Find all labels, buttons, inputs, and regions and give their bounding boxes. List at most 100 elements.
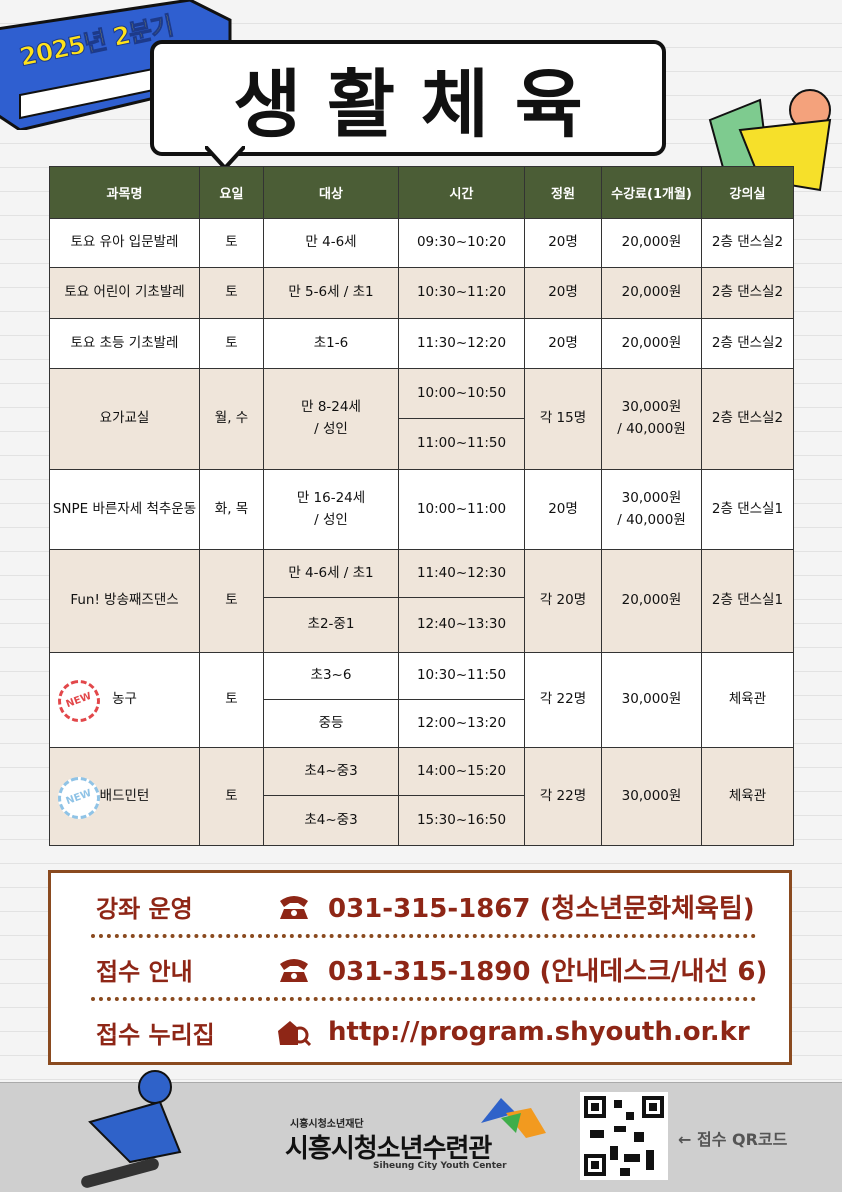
capacity-cell: 각 20명: [524, 549, 602, 653]
course-subrow: 초4~중3 15:30~16:50: [50, 795, 794, 846]
schedule-table: 과목명 요일 대상 시간 정원 수강료(1개월) 강의실 토요 유아 입문발레 토 만 4-6세…: [49, 166, 794, 846]
capacity-cell: 각 22명: [524, 652, 602, 748]
target-cell: 초3~6: [263, 652, 399, 700]
day-cell: 토: [199, 549, 264, 653]
table-body: 토요 유아 입문발레 토 만 4-6세 09:30~10:20 20명 20,000원 2층…: [49, 218, 794, 846]
info-label: 접수 누리집: [96, 1020, 215, 1049]
room-cell: 2층 댄스실1: [701, 469, 794, 550]
time-cell: 14:00~15:20: [398, 747, 525, 796]
fee-cell: 30,000원 / 40,000원: [601, 469, 702, 550]
time-cell: 10:00~11:00: [398, 469, 525, 550]
info-label: 접수 안내: [96, 957, 193, 986]
target-cell: 초4~중3: [263, 795, 399, 846]
day-cell: 월, 수: [199, 368, 264, 470]
capacity-cell: 20명: [524, 318, 602, 369]
capacity-cell: 각 22명: [524, 747, 602, 846]
org-name: 시흥시청소년수련관: [285, 1134, 492, 1164]
title: 생 활 체 육: [233, 61, 583, 148]
qr-caption: ← 접수 QR코드: [678, 1130, 788, 1149]
header-cell: 과목명: [49, 166, 200, 219]
time-cell: 12:40~13:30: [398, 597, 525, 653]
course-row: Fun! 방송째즈댄스 토 만 4-6세 / 초1 11:40~12:30 각 20명 2…: [49, 549, 794, 653]
room-cell: 2층 댄스실2: [701, 267, 794, 319]
capacity-cell: 20명: [524, 267, 602, 319]
day-cell: 토: [199, 318, 264, 369]
course-row: NEW 농구 토 초3~6 10:30~11:50 각 22명 30,000원 체육관: [49, 652, 794, 748]
course-name-cell: 토요 어린이 기초발레: [49, 267, 200, 319]
header-cell: 요일: [199, 166, 264, 219]
course-name-cell: 토요 유아 입문발레: [49, 218, 200, 268]
course-name-cell: 요가교실: [49, 368, 200, 470]
time-cell: 10:30~11:20: [398, 267, 525, 319]
target-cell: 중등: [263, 699, 399, 748]
target-cell: 만 8-24세 / 성인: [263, 368, 399, 470]
time-cell: 10:00~10:50: [398, 368, 525, 419]
fee-cell: 30,000원 / 40,000원: [601, 368, 702, 470]
info-value: 031-315-1867 (청소년문화체육팀): [328, 893, 755, 924]
day-cell: 토: [199, 747, 264, 846]
target-cell: 초1-6: [263, 318, 399, 369]
header-cell: 강의실: [701, 166, 794, 219]
new-badge: NEW: [52, 674, 106, 728]
info-row: 접수 안내 031-315-1890 (안내데스크/내선 6): [96, 943, 786, 995]
course-name: Fun! 방송째즈댄스: [70, 592, 179, 609]
target-cell: 만 4-6세 / 초1: [263, 549, 399, 598]
course-subrow: 중등 12:00~13:20: [50, 699, 794, 748]
course-subrow: 초2-중1 12:40~13:30: [50, 597, 794, 653]
info-label: 강좌 운영: [96, 894, 193, 923]
org-parent: 시흥시청소년재단: [290, 1119, 364, 1130]
header-cell: 대상: [263, 166, 399, 219]
course-name: 농구: [112, 691, 137, 708]
info-icon: [278, 1021, 312, 1047]
target-cell: 만 4-6세: [263, 218, 399, 268]
fee-cell: 20,000원: [601, 318, 702, 369]
title-box: [150, 40, 666, 156]
capacity-cell: 20명: [524, 218, 602, 268]
course-name-cell: NEW 농구: [49, 652, 200, 748]
course-name: 토요 유아 입문발레: [70, 234, 179, 251]
course-name: 토요 초등 기초발레: [70, 334, 179, 351]
time-cell: 10:30~11:50: [398, 652, 525, 700]
capacity-cell: 각 15명: [524, 368, 602, 470]
fee-cell: 20,000원: [601, 549, 702, 653]
fee-cell: 20,000원: [601, 267, 702, 319]
info-icon: [280, 959, 308, 982]
course-name: 배드민턴: [99, 787, 150, 804]
info-icon: [280, 896, 308, 919]
org-english: Siheung City Youth Center: [373, 1161, 507, 1171]
time-cell: 11:00~11:50: [398, 418, 525, 470]
course-subrow: 11:00~11:50: [50, 418, 794, 470]
course-name: SNPE 바른자세 척추운동: [52, 500, 197, 517]
capacity-cell: 20명: [524, 469, 602, 550]
dotted-separator: [91, 934, 756, 938]
logo-mark: [481, 1098, 546, 1138]
info-value: http://program.shyouth.or.kr: [328, 1017, 750, 1047]
course-name: 요가교실: [99, 410, 150, 427]
room-cell: 2층 댄스실2: [701, 318, 794, 369]
fee-cell: 30,000원: [601, 747, 702, 846]
target-cell: 만 16-24세 / 성인: [263, 469, 399, 550]
day-cell: 화, 목: [199, 469, 264, 550]
time-cell: 11:30~12:20: [398, 318, 525, 369]
course-name: 토요 어린이 기초발레: [64, 284, 185, 301]
day-cell: 토: [199, 218, 264, 268]
header-row: 과목명 요일 대상 시간 정원 수강료(1개월) 강의실: [49, 166, 794, 219]
info-box: 강좌 운영 031-315-1867 (청소년문화체육팀) 접수 안내 031-315…: [48, 870, 792, 1065]
time-cell: 15:30~16:50: [398, 795, 525, 846]
skater-illustration: [81, 1070, 182, 1188]
info-row: 접수 누리집 http://program.shyouth.or.kr: [96, 1006, 786, 1058]
course-row: 토요 초등 기초발레 토 초1-6 11:30~12:20 20명 20,000원 2층 댄…: [49, 318, 794, 369]
target-cell: 초2-중1: [263, 597, 399, 653]
dotted-separator: [91, 997, 756, 1001]
course-row: 토요 유아 입문발레 토 만 4-6세 09:30~10:20 20명 20,000원 2층…: [49, 218, 794, 268]
target-cell: 만 5-6세 / 초1: [263, 267, 399, 319]
course-name-cell: SNPE 바른자세 척추운동: [49, 469, 200, 550]
info-row: 강좌 운영 031-315-1867 (청소년문화체육팀): [96, 880, 786, 932]
room-cell: 2층 댄스실2: [701, 368, 794, 470]
course-name-cell: 토요 초등 기초발레: [49, 318, 200, 369]
course-name-cell: Fun! 방송째즈댄스: [49, 549, 200, 653]
